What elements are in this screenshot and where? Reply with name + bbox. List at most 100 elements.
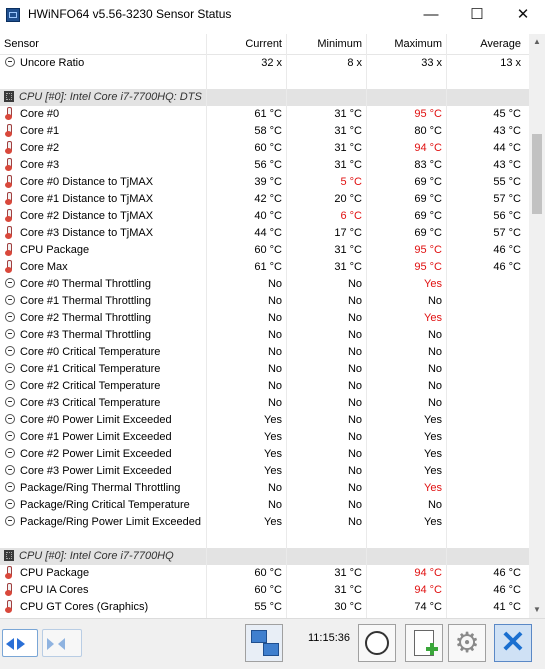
sensor-row[interactable]: Core #0 Power Limit Exceeded Yes No Yes [0,412,529,429]
column-divider [446,34,447,618]
sensor-row[interactable]: Core #1 Critical Temperature No No No [0,361,529,378]
sensor-row[interactable]: Core #1 Distance to TjMAX 42 °C 20 °C 69 °C… [0,191,529,208]
sensor-label: Core #3 Critical Temperature [20,397,161,409]
expand-collapse-button[interactable] [2,629,38,657]
sensor-row[interactable]: Core #2 Distance to TjMAX 40 °C 6 °C 69 °C 5… [0,208,529,225]
thermometer-icon [4,192,15,205]
clock-icon [365,631,389,655]
maximum-value: Yes [424,448,442,460]
thermometer-icon [4,158,15,171]
sensor-name: Core #3 [4,157,284,174]
thermometer-icon [4,583,15,596]
minimize-button[interactable]: — [423,6,439,23]
column-header-average[interactable]: Average [480,38,521,50]
column-header-sensor[interactable]: Sensor [4,38,39,50]
minimum-value: 17 °C [334,227,362,239]
sensor-label: CPU Package [20,567,90,579]
current-value: No [267,363,282,375]
sensor-row[interactable]: Uncore Ratio 32 x 8 x 33 x 13 x [0,55,529,72]
blank-row [0,531,529,548]
sensor-label: Package/Ring Critical Temperature [20,499,190,511]
sensor-row[interactable]: Core #3 Distance to TjMAX 44 °C 17 °C 69 °C… [0,225,529,242]
maximum-value: No [427,363,442,375]
sensor-row[interactable]: Core #0 61 °C 31 °C 95 °C 45 °C [0,106,529,123]
status-dash-icon [5,363,15,373]
settings-button[interactable]: ⚙ [448,624,486,662]
status-dash-icon [5,499,15,509]
thermometer-icon [4,175,15,188]
sensor-row[interactable]: Core #3 Critical Temperature No No No [0,395,529,412]
blank-row [0,72,529,89]
plus-icon [430,643,434,655]
sensor-name: Core #3 Thermal Throttling [4,327,284,344]
scroll-up-arrow-icon[interactable]: ▲ [533,37,541,46]
minimum-value: No [347,295,362,307]
sensor-row[interactable]: Core Max 61 °C 31 °C 95 °C 46 °C [0,259,529,276]
sensor-row[interactable]: Core #3 Power Limit Exceeded Yes No Yes [0,463,529,480]
expand-collapse-all-button[interactable] [42,629,82,657]
sensor-row[interactable]: Core #1 Power Limit Exceeded Yes No Yes [0,429,529,446]
current-value: Yes [264,465,282,477]
sensor-name: Core #0 Power Limit Exceeded [4,412,284,429]
sensor-row[interactable]: Core #2 Thermal Throttling No No Yes [0,310,529,327]
average-value: 57 °C [493,227,521,239]
sensor-group-header[interactable]: CPU [#0]: Intel Core i7-7700HQ: DTS [0,89,529,106]
group-label-text: CPU [#0]: Intel Core i7-7700HQ [19,550,174,562]
sensor-row[interactable]: Core #1 Thermal Throttling No No No [0,293,529,310]
reset-clock-button[interactable] [358,624,396,662]
sensor-row[interactable]: Core #1 58 °C 31 °C 80 °C 43 °C [0,123,529,140]
average-value [446,293,521,310]
sensor-row[interactable]: Core #2 60 °C 31 °C 94 °C 44 °C [0,140,529,157]
sensor-row[interactable]: Core #0 Distance to TjMAX 39 °C 5 °C 69 °C 5… [0,174,529,191]
current-value: 60 °C [254,142,282,154]
sensor-row[interactable]: Core #3 Thermal Throttling No No No [0,327,529,344]
maximize-button[interactable]: ☐ [470,6,484,23]
sensor-row[interactable]: CPU Package 60 °C 31 °C 95 °C 46 °C [0,242,529,259]
minimum-value: 31 °C [334,567,362,579]
group-label: CPU [#0]: Intel Core i7-7700HQ: DTS [4,89,284,106]
sensor-row[interactable]: CPU GT Cores (Graphics) 55 °C 30 °C 74 °C 41… [0,599,529,616]
maximum-value: 74 °C [414,601,442,613]
close-sensor-window-button[interactable]: ✕ [494,624,532,662]
sensor-row[interactable]: Package/Ring Critical Temperature No No No [0,497,529,514]
thermometer-icon [4,226,15,239]
maximum-value: Yes [424,516,442,528]
sensor-group-header[interactable]: CPU [#0]: Intel Core i7-7700HQ [0,548,529,565]
status-dash-icon [5,380,15,390]
column-header-maximum[interactable]: Maximum [394,38,442,50]
arrow-right-icon [17,638,25,650]
sensor-label: Core #2 Power Limit Exceeded [20,448,172,460]
sensor-row[interactable]: Core #0 Critical Temperature No No No [0,344,529,361]
current-value: 58 °C [254,125,282,137]
scroll-down-arrow-icon[interactable]: ▼ [533,605,541,614]
close-window-button[interactable]: ✕ [516,6,530,23]
sensor-row[interactable]: Core #2 Power Limit Exceeded Yes No Yes [0,446,529,463]
status-dash-icon [5,431,15,441]
sensor-row[interactable]: CPU IA Cores 60 °C 31 °C 94 °C 46 °C [0,582,529,599]
average-value: 13 x [500,57,521,69]
sensor-row[interactable]: Core #0 Thermal Throttling No No Yes [0,276,529,293]
maximum-value: 69 °C [414,210,442,222]
current-value: No [267,329,282,341]
network-button[interactable] [245,624,283,662]
average-value [446,429,521,446]
scrollbar-thumb[interactable] [532,134,542,214]
logging-button[interactable] [405,624,443,662]
sensor-label: Package/Ring Thermal Throttling [20,482,181,494]
sensor-row[interactable]: Core #3 56 °C 31 °C 83 °C 43 °C [0,157,529,174]
column-header-current[interactable]: Current [245,38,282,50]
sensor-row[interactable]: Core #2 Critical Temperature No No No [0,378,529,395]
sensor-label: Core Max [20,261,68,273]
sensor-name: Package/Ring Thermal Throttling [4,480,284,497]
sensor-row[interactable]: Package/Ring Power Limit Exceeded Yes No Ye… [0,514,529,531]
bottom-toolbar: ⚙ ✕ [0,618,545,669]
column-header-minimum[interactable]: Minimum [317,38,362,50]
sensor-row[interactable]: CPU Package 60 °C 31 °C 94 °C 46 °C [0,565,529,582]
vertical-scrollbar[interactable]: ▲ ▼ [529,34,545,618]
average-value [446,480,521,497]
sensor-label: Core #1 Distance to TjMAX [20,193,154,205]
maximum-value: 69 °C [414,227,442,239]
sensor-row[interactable]: Package/Ring Thermal Throttling No No Yes [0,480,529,497]
thermometer-icon [4,141,15,154]
minimum-value: No [347,363,362,375]
